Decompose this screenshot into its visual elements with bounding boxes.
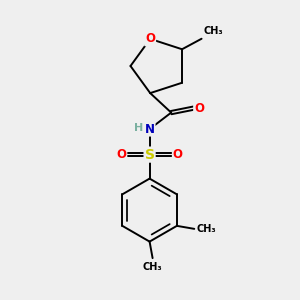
Text: O: O [116,148,126,161]
Text: CH₃: CH₃ [197,224,216,234]
Text: CH₃: CH₃ [203,26,223,36]
Text: S: S [145,148,154,162]
Text: O: O [173,148,183,161]
Text: H: H [134,123,143,133]
Text: CH₃: CH₃ [143,262,162,272]
Text: O: O [194,102,204,115]
Text: O: O [145,32,155,45]
Text: N: N [145,123,154,136]
